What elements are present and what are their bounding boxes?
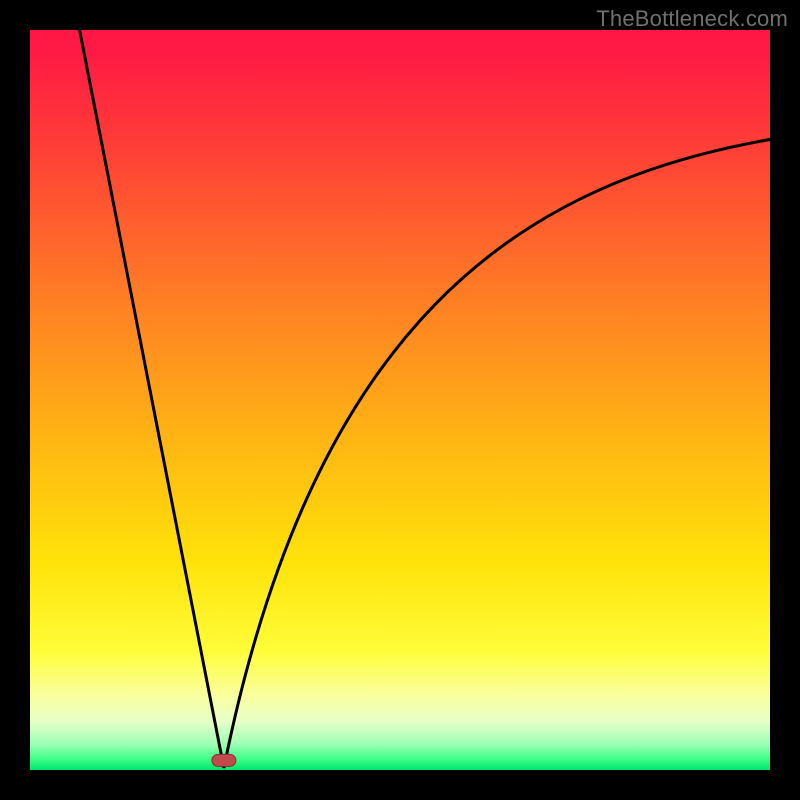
chart-svg: [30, 30, 770, 770]
gradient-rect: [30, 30, 770, 770]
optimum-marker: [212, 754, 236, 766]
watermark-text: TheBottleneck.com: [596, 6, 788, 32]
bottleneck-chart: [30, 30, 770, 770]
